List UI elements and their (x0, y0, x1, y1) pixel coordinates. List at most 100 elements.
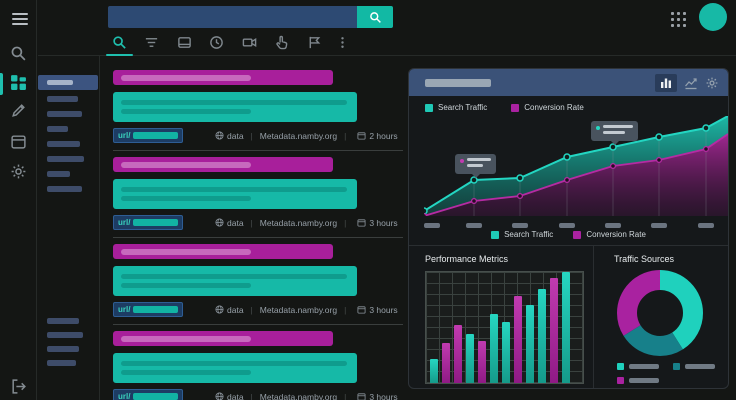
filter-item[interactable] (47, 111, 82, 117)
url-prefix: url/ (118, 131, 131, 140)
search-results-list: url/data | Metadata.namby.org | 2 hours url/d… (113, 64, 403, 400)
x-axis-ticks (424, 223, 728, 228)
performance-bar (454, 325, 462, 383)
donut-legend-item (617, 363, 659, 370)
performance-bar (466, 334, 474, 383)
x-tick-skeleton (424, 223, 440, 228)
calendar-icon[interactable] (10, 133, 27, 150)
filter-item[interactable] (47, 318, 79, 324)
source-label: data (227, 304, 244, 315)
domain-label: Metadata.namby.org (259, 217, 338, 228)
filter-item[interactable] (47, 156, 84, 162)
edit-pen-icon[interactable] (10, 102, 27, 119)
dashboard-icon[interactable] (10, 74, 27, 91)
apps-grid-icon[interactable] (671, 12, 687, 28)
logout-icon[interactable] (10, 378, 27, 395)
performance-bar (502, 321, 510, 383)
search-result-row[interactable]: url/data | Metadata.namby.org | 3 hours (113, 244, 403, 325)
legend-conversion-rate: Conversion Rate (573, 230, 646, 239)
performance-bar-chart[interactable] (425, 271, 584, 384)
tab-bar (38, 31, 736, 56)
globe-icon (215, 305, 224, 314)
tab-filters[interactable] (144, 35, 159, 50)
search-button[interactable] (357, 6, 393, 28)
x-tick-skeleton (605, 223, 621, 228)
filter-sidebar (38, 56, 100, 400)
url-chip[interactable]: url/ (113, 215, 183, 230)
url-chip[interactable]: url/ (113, 302, 183, 317)
settings-gear-icon[interactable] (10, 163, 27, 180)
traffic-sources-donut-chart[interactable] (616, 269, 704, 357)
result-meta-row: url/data | Metadata.namby.org | 3 hours (113, 389, 403, 400)
url-prefix: url/ (118, 218, 131, 227)
legend-swatch (511, 103, 520, 112)
url-prefix: url/ (118, 305, 131, 314)
bar-chart-view-button[interactable] (655, 73, 677, 92)
result-title-skeleton (113, 70, 333, 85)
age-label: 2 hours (369, 130, 398, 141)
avatar[interactable] (699, 3, 727, 31)
filter-item-selected[interactable] (38, 75, 98, 90)
calendar-icon (357, 219, 366, 227)
performance-bar (514, 296, 522, 383)
search-result-row[interactable]: url/data | Metadata.namby.org | 2 hours (113, 70, 403, 151)
age-label: 3 hours (369, 304, 398, 315)
domain-label: Metadata.namby.org (259, 130, 338, 141)
tab-flags[interactable] (307, 35, 322, 50)
legend-swatch (425, 103, 433, 112)
url-chip[interactable]: url/ (113, 389, 183, 400)
result-description-skeleton (113, 266, 357, 296)
x-tick-skeleton (466, 223, 482, 228)
filter-item[interactable] (47, 186, 82, 192)
tab-search[interactable] (106, 35, 133, 56)
filter-item[interactable] (47, 126, 68, 132)
search-input[interactable] (108, 6, 357, 28)
domain-label: Metadata.namby.org (259, 304, 338, 315)
globe-icon (215, 131, 224, 140)
x-tick-skeleton (651, 223, 667, 228)
tab-calendar[interactable] (177, 35, 192, 50)
search-icon[interactable] (10, 45, 27, 62)
calendar-icon (357, 393, 366, 400)
active-indicator (0, 73, 3, 95)
line-chart-view-button[interactable] (684, 76, 698, 90)
url-prefix: url/ (118, 392, 131, 400)
filter-item[interactable] (47, 332, 83, 338)
filter-item[interactable] (47, 96, 78, 102)
active-tab-underline (106, 54, 133, 56)
chart-tooltip (455, 154, 496, 178)
search-result-row[interactable]: url/data | Metadata.namby.org | 3 hours (113, 157, 403, 238)
search-result-row[interactable]: url/data | Metadata.namby.org | 3 hours (113, 331, 403, 400)
result-meta-row: url/data | Metadata.namby.org | 3 hours (113, 215, 403, 230)
url-chip[interactable]: url/ (113, 128, 183, 143)
performance-bar (442, 343, 450, 383)
tab-history[interactable] (209, 35, 224, 50)
donut-legend (617, 363, 727, 384)
source-label: data (227, 130, 244, 141)
result-title-skeleton (113, 331, 333, 346)
domain-label: Metadata.namby.org (259, 391, 338, 400)
legend-search-traffic: Search Traffic (491, 230, 553, 239)
performance-bar (478, 340, 486, 383)
performance-metrics-card: Performance Metrics (409, 246, 594, 388)
donut-legend-item (617, 377, 659, 384)
icon-rail (0, 0, 37, 400)
tab-more-kebab-icon[interactable] (335, 35, 350, 50)
panel-settings-gear-icon[interactable] (705, 76, 719, 90)
filter-item[interactable] (47, 360, 76, 366)
result-description-skeleton (113, 353, 357, 383)
filter-item[interactable] (47, 171, 70, 177)
performance-bar (550, 277, 558, 383)
filter-item[interactable] (47, 141, 80, 147)
filter-item[interactable] (47, 346, 79, 352)
source-label: data (227, 217, 244, 228)
source-label: data (227, 391, 244, 400)
menu-icon[interactable] (12, 13, 28, 25)
legend-swatch (491, 230, 500, 239)
traffic-sources-title: Traffic Sources (614, 254, 675, 264)
search-icon (369, 11, 381, 23)
tab-gestures[interactable] (274, 35, 289, 50)
traffic-area-chart[interactable] (424, 116, 728, 216)
tab-videos[interactable] (242, 35, 257, 50)
legend-conversion-rate: Conversion Rate (511, 103, 584, 112)
